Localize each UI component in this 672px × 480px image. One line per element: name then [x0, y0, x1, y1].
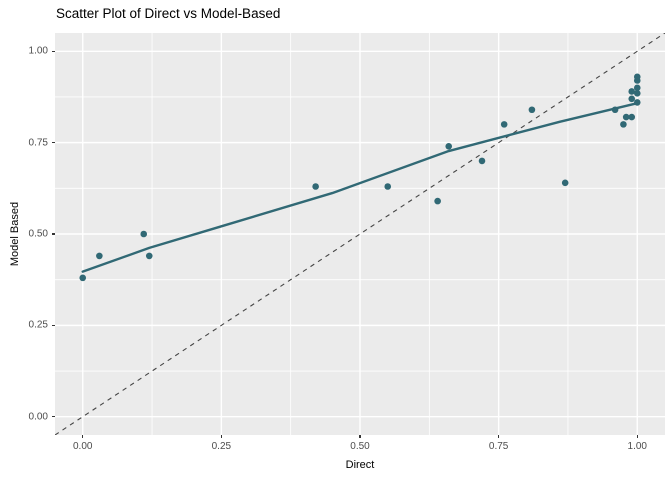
y-tick-label: 0.00	[28, 411, 48, 423]
data-point	[312, 183, 319, 190]
x-tick-label: 0.25	[211, 441, 232, 452]
y-tick-mark	[52, 324, 55, 326]
y-axis-title: Model Based	[9, 201, 21, 267]
x-tick-mark	[82, 435, 84, 438]
data-point	[633, 73, 641, 81]
chart-title: Scatter Plot of Direct vs Model-Based	[56, 6, 281, 21]
data-point	[633, 84, 641, 92]
data-point	[445, 142, 453, 150]
data-point	[500, 121, 508, 128]
y-tick-mark	[52, 142, 55, 144]
x-tick-mark	[220, 435, 222, 438]
data-point	[633, 90, 641, 97]
y-tick-label: 0.25	[28, 319, 48, 331]
plot-panel	[55, 33, 665, 435]
data-point	[384, 183, 392, 190]
y-tick-label: 0.75	[28, 137, 48, 149]
x-tick-label: 0.50	[350, 441, 370, 452]
x-axis-title: Direct	[345, 459, 375, 471]
trend-line	[81, 101, 639, 273]
data-point	[622, 113, 630, 121]
data-point	[620, 121, 627, 128]
x-tick-mark	[636, 435, 638, 438]
y-tick-mark	[52, 50, 55, 52]
data-point	[434, 197, 441, 205]
x-tick-label: 0.75	[488, 441, 509, 452]
y-tick-label: 0.50	[28, 228, 48, 240]
data-point	[611, 106, 619, 114]
y-tick-mark	[52, 233, 55, 235]
plot-svg	[55, 33, 665, 435]
x-tick-label: 1.00	[627, 441, 647, 452]
data-point	[145, 252, 153, 260]
x-tick-mark	[498, 435, 500, 438]
data-point	[561, 179, 569, 187]
data-point	[528, 106, 536, 114]
data-point	[628, 113, 636, 121]
data-point	[628, 88, 636, 95]
data-point	[478, 157, 486, 165]
data-point	[96, 252, 103, 260]
x-tick-label: 0.00	[72, 441, 93, 452]
data-point	[79, 274, 87, 282]
x-tick-mark	[359, 435, 361, 438]
data-point	[628, 95, 636, 103]
data-point	[140, 230, 148, 238]
data-point	[633, 99, 641, 106]
y-tick-label: 1.00	[28, 45, 48, 57]
y-tick-mark	[52, 416, 55, 418]
